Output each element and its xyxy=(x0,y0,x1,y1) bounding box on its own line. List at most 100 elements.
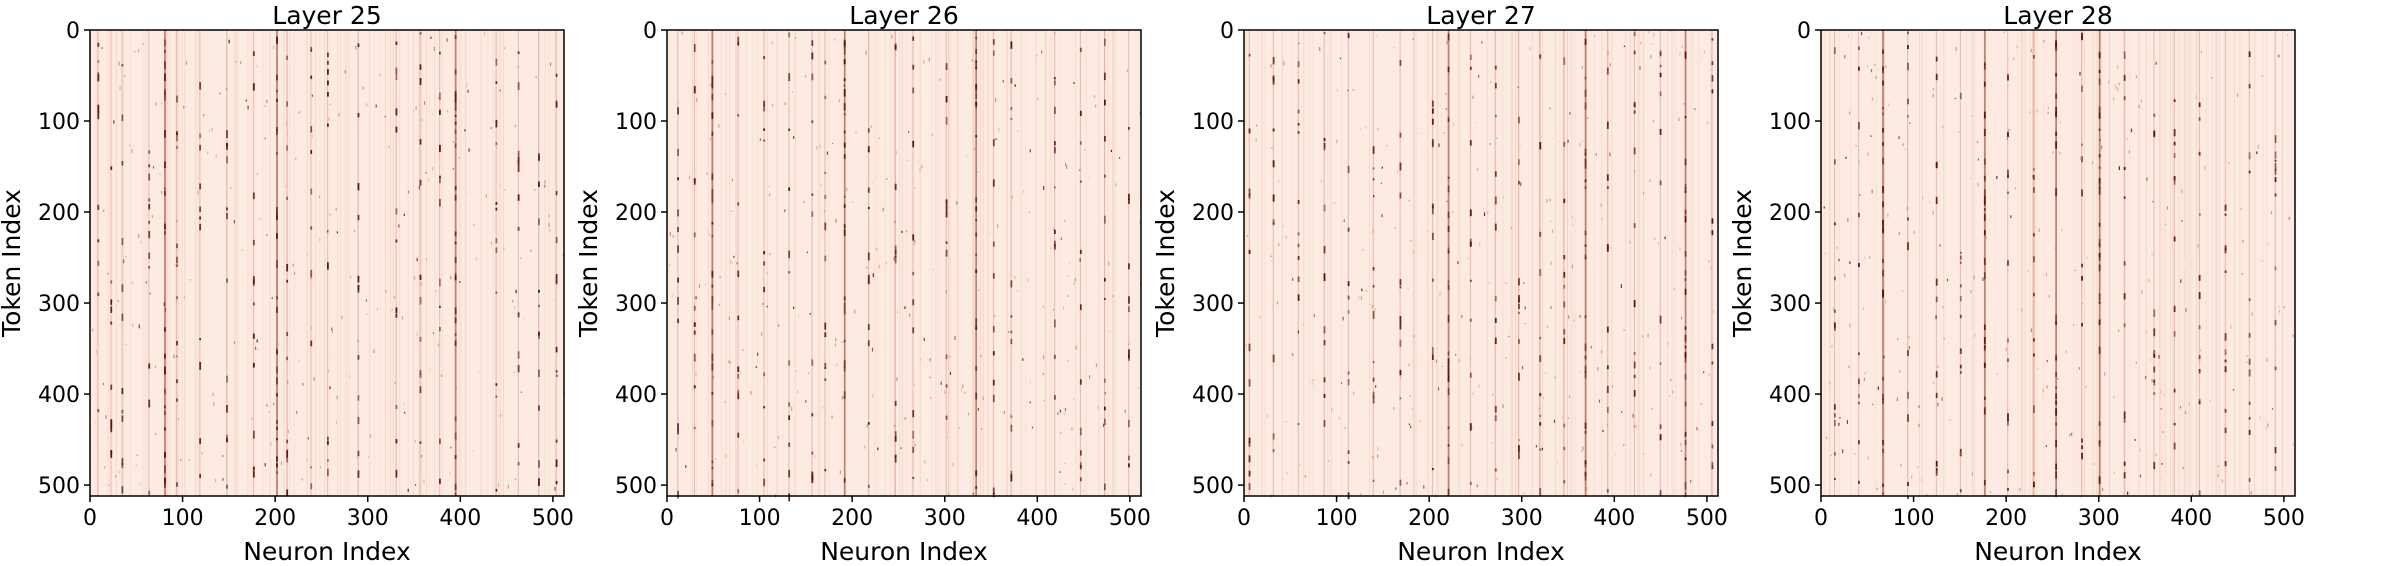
activation-dash xyxy=(357,112,360,118)
activation-dash xyxy=(2123,196,2126,199)
activation-speck xyxy=(1022,190,1025,193)
activation-dash xyxy=(1272,194,1275,202)
activation-dash xyxy=(1323,31,1326,35)
faint-column xyxy=(1035,30,1037,496)
faint-column xyxy=(2158,30,2160,496)
activation-dash xyxy=(763,458,766,462)
activation-dash xyxy=(495,238,498,244)
activation-speck xyxy=(1911,475,1913,479)
faint-column xyxy=(1486,30,1488,496)
activation-dash xyxy=(2224,359,2227,363)
activation-speck xyxy=(1072,487,1074,491)
activation-dash xyxy=(1010,330,1013,334)
activation-dash xyxy=(538,369,540,378)
activation-dash xyxy=(693,178,696,182)
activation-dash xyxy=(252,239,255,246)
activation-dash xyxy=(555,370,558,373)
activation-dash xyxy=(1833,222,1836,226)
activation-speck xyxy=(2250,491,2252,495)
activation-speck xyxy=(1956,493,1959,497)
faint-column xyxy=(692,30,693,496)
activation-dash xyxy=(1684,190,1687,194)
activation-speck xyxy=(1883,355,1885,359)
activation-speck xyxy=(1382,490,1384,495)
activation-dash xyxy=(1983,257,1986,266)
activation-dash xyxy=(1584,76,1587,80)
activation-dash xyxy=(2081,452,2083,460)
activation-speck xyxy=(733,255,735,258)
activation-speck xyxy=(939,78,941,81)
activation-speck xyxy=(1439,291,1441,296)
activation-speck xyxy=(414,440,417,443)
activation-dash xyxy=(2055,422,2058,426)
faint-column xyxy=(1567,30,1569,496)
activation-speck xyxy=(2112,97,2115,101)
activation-dash xyxy=(2123,293,2126,300)
activation-speck xyxy=(1888,103,1890,106)
activation-speck xyxy=(176,219,178,223)
activation-dash xyxy=(1372,284,1375,288)
activation-speck xyxy=(998,127,1000,132)
activation-speck xyxy=(2043,40,2045,43)
panel-layer-26: Layer 26 0 100 200 300 400 500 01002003004005… xyxy=(574,1,1151,566)
activation-dash xyxy=(495,58,498,66)
faint-column xyxy=(2188,30,2190,496)
activation-speck xyxy=(335,420,338,424)
activation-speck xyxy=(401,316,403,320)
activation-speck xyxy=(2092,161,2094,164)
activation-speck xyxy=(718,124,720,128)
y-tick-label: 200 xyxy=(1769,201,1811,226)
activation-dash xyxy=(711,59,714,64)
activation-dash xyxy=(1347,461,1350,464)
activation-speck xyxy=(2021,308,2023,312)
activation-speck xyxy=(1695,61,1697,63)
activation-dash xyxy=(1079,47,1082,53)
activation-speck xyxy=(2211,77,2213,79)
activation-speck xyxy=(671,294,673,297)
activation-dash xyxy=(1983,116,1986,119)
activation-speck xyxy=(806,251,808,254)
activation-dash xyxy=(419,64,422,70)
y-tick-label: 500 xyxy=(1769,474,1811,499)
faint-column xyxy=(1291,30,1293,496)
activation-speck xyxy=(731,178,734,182)
activation-dash xyxy=(1103,215,1106,224)
activation-column xyxy=(1469,30,1472,496)
activation-speck xyxy=(1568,417,1570,420)
activation-dash xyxy=(867,422,870,425)
heatmap-background xyxy=(1821,30,2295,496)
activation-speck xyxy=(866,424,868,428)
activation-dash xyxy=(176,264,178,267)
activation-dash xyxy=(1907,115,1909,118)
activation-speck xyxy=(2160,479,2162,481)
activation-speck xyxy=(272,45,275,49)
activation-dash xyxy=(454,69,457,75)
faint-column xyxy=(1413,30,1415,496)
activation-speck xyxy=(1519,145,1521,148)
activation-dash xyxy=(1323,393,1326,398)
activation-dash xyxy=(1563,480,1566,484)
activation-dash xyxy=(1010,107,1013,111)
activation-speck xyxy=(871,347,874,352)
activation-speck xyxy=(2128,150,2130,154)
activation-speck xyxy=(247,105,249,110)
activation-speck xyxy=(268,411,270,413)
x-axis: 0 100 200 300 400 500 xyxy=(1237,496,1728,531)
faint-column xyxy=(262,30,264,496)
activation-dash xyxy=(1684,277,1687,282)
activation-speck xyxy=(1567,139,1569,143)
activation-speck xyxy=(2045,445,2047,447)
activation-dash xyxy=(252,192,255,200)
activation-dash xyxy=(454,91,457,96)
activation-column xyxy=(2198,30,2200,496)
activation-speck xyxy=(233,340,236,345)
activation-dash xyxy=(2081,275,2083,281)
activation-speck xyxy=(1421,132,1423,134)
activation-dash xyxy=(310,150,313,154)
activation-speck xyxy=(948,492,950,496)
activation-speck xyxy=(1580,371,1582,373)
activation-speck xyxy=(159,173,161,176)
x-tick-label: 300 xyxy=(347,506,389,531)
activation-dash xyxy=(2248,298,2251,302)
activation-speck xyxy=(496,146,498,150)
